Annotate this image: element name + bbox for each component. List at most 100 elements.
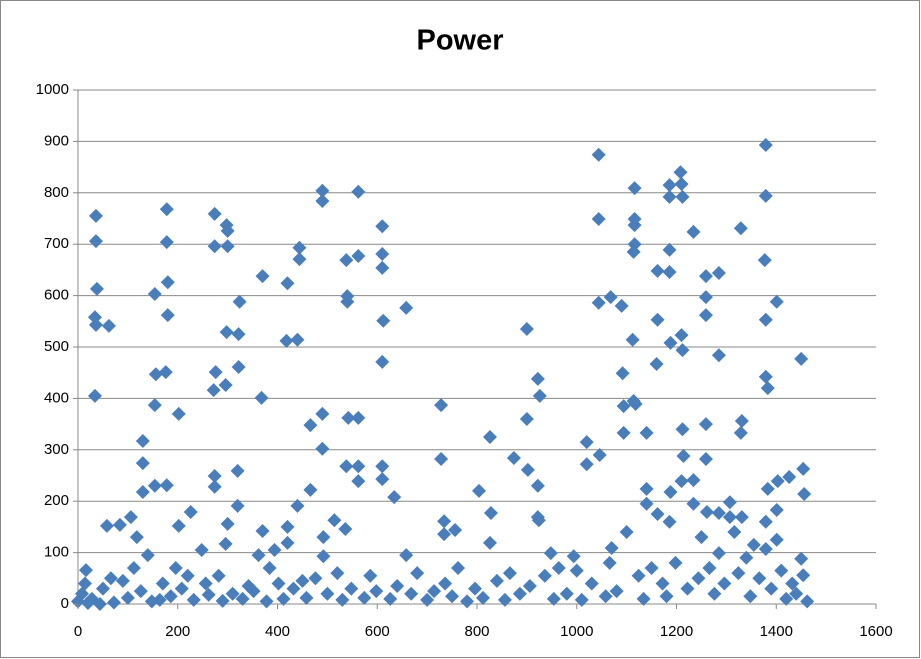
point [231, 360, 246, 375]
point [327, 513, 342, 528]
point [135, 484, 150, 499]
x-tick-label: 800 [464, 623, 489, 640]
point [220, 516, 235, 531]
point [758, 188, 773, 203]
y-tick-label: 400 [44, 389, 69, 406]
point [758, 312, 773, 327]
point [616, 399, 631, 414]
point [482, 535, 497, 550]
point [88, 317, 103, 332]
y-tick-label: 300 [44, 441, 69, 458]
y-tick-label: 0 [61, 595, 69, 612]
point [357, 590, 372, 605]
point [207, 206, 222, 221]
point [147, 287, 162, 302]
point [743, 589, 758, 604]
points [71, 137, 815, 611]
point [659, 589, 674, 604]
point [785, 576, 800, 591]
point [375, 354, 390, 369]
point [512, 586, 527, 601]
point [627, 218, 642, 233]
point [351, 474, 366, 489]
point [133, 584, 148, 599]
point [733, 221, 748, 236]
point [207, 479, 222, 494]
point [769, 294, 784, 309]
point [163, 589, 178, 604]
point [650, 507, 665, 522]
point [279, 333, 294, 348]
point [519, 322, 534, 337]
point [614, 298, 629, 313]
point [351, 459, 366, 474]
point [451, 561, 466, 576]
point [796, 568, 811, 583]
point [445, 589, 460, 604]
point [160, 275, 175, 290]
point [74, 586, 89, 601]
point [308, 571, 323, 586]
point [734, 510, 749, 525]
point [609, 584, 624, 599]
point [698, 269, 713, 284]
x-tick-label: 1000 [560, 623, 593, 640]
point [686, 224, 701, 239]
point [369, 584, 384, 599]
point [420, 592, 435, 607]
point [88, 208, 103, 223]
point [232, 294, 247, 309]
point [497, 592, 512, 607]
point [532, 388, 547, 403]
point [584, 576, 599, 591]
point [351, 184, 366, 199]
point [88, 234, 103, 249]
point [674, 177, 689, 192]
point [316, 530, 331, 545]
point [758, 514, 773, 529]
point [159, 235, 174, 250]
point [218, 536, 233, 551]
point [569, 563, 584, 578]
point [135, 434, 150, 449]
point [434, 452, 449, 467]
point [758, 369, 773, 384]
point [789, 586, 804, 601]
point [520, 462, 535, 477]
point [123, 510, 138, 525]
point [698, 452, 713, 467]
point [717, 576, 732, 591]
point [315, 194, 330, 209]
point [698, 308, 713, 323]
point [271, 576, 286, 591]
point [339, 459, 354, 474]
y-tick-label: 1000 [36, 81, 69, 98]
point [135, 456, 150, 471]
point [625, 332, 640, 347]
point [662, 514, 677, 529]
point [636, 591, 651, 606]
point [731, 566, 746, 581]
point [230, 463, 245, 478]
point [639, 496, 654, 511]
point [686, 496, 701, 511]
point [292, 240, 307, 255]
point [120, 590, 135, 605]
point [674, 328, 689, 343]
point [290, 498, 305, 513]
point [711, 506, 726, 521]
point [707, 586, 722, 601]
point [639, 425, 654, 440]
point [87, 388, 102, 403]
point [530, 478, 545, 493]
point [174, 581, 189, 596]
point [286, 581, 301, 596]
point [598, 589, 613, 604]
point [711, 265, 726, 280]
point [579, 457, 594, 472]
point [375, 246, 390, 261]
point [341, 410, 356, 425]
point [259, 594, 274, 609]
point [218, 378, 233, 393]
